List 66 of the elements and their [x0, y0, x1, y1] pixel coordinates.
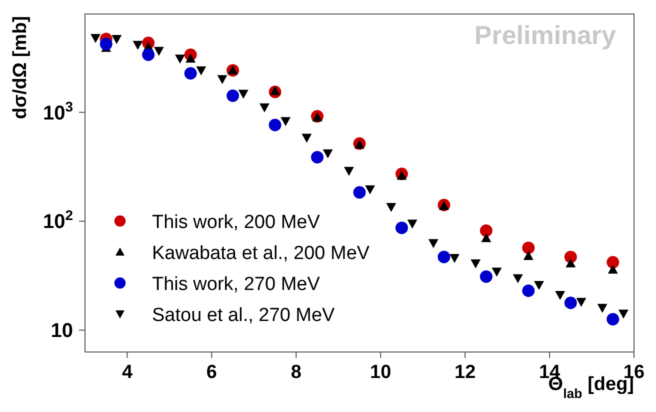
- point: [175, 54, 186, 64]
- point: [112, 35, 122, 44]
- x-tick-label: 10: [370, 362, 392, 383]
- legend-label: This work, 200 MeV: [152, 212, 320, 233]
- point: [217, 75, 228, 84]
- point: [564, 250, 577, 264]
- point: [322, 149, 333, 158]
- point: [597, 304, 608, 313]
- point: [132, 40, 143, 50]
- point: [196, 66, 206, 76]
- point: [344, 166, 354, 176]
- point: [302, 134, 312, 143]
- point: [492, 268, 502, 277]
- point: [268, 118, 282, 132]
- legend-label: This work, 270 MeV: [152, 274, 320, 295]
- point: [522, 242, 535, 254]
- point: [280, 117, 291, 126]
- point: [186, 54, 196, 63]
- x-tick-label: 4: [122, 362, 133, 383]
- point: [523, 250, 534, 260]
- point: [270, 86, 280, 96]
- point: [566, 258, 576, 268]
- point: [386, 203, 396, 212]
- point: [606, 312, 620, 326]
- y-tick-label: 10: [50, 320, 73, 342]
- point: [480, 224, 492, 237]
- point: [555, 291, 566, 300]
- point: [407, 220, 418, 229]
- x-tick-label: 6: [206, 362, 217, 383]
- point: [428, 239, 438, 248]
- y-tick-label: 10$^{3}$: [42, 98, 74, 124]
- point: [450, 254, 460, 263]
- point: [226, 90, 240, 102]
- point: [618, 310, 628, 319]
- point: [311, 150, 324, 164]
- point: [100, 38, 112, 50]
- point: [481, 233, 492, 242]
- y-axis-title: dσ/dΩ [mb]: [10, 16, 31, 120]
- point: [353, 186, 366, 199]
- point: [238, 90, 248, 99]
- point: [395, 222, 408, 234]
- point: [608, 264, 618, 274]
- point: [512, 274, 523, 284]
- legend-label: Kawabata et al., 200 MeV: [152, 243, 370, 264]
- point: [396, 170, 407, 180]
- point: [354, 140, 364, 149]
- point: [470, 259, 481, 268]
- point: [480, 270, 492, 283]
- point: [154, 46, 164, 56]
- point: [90, 34, 101, 44]
- point: [438, 201, 449, 210]
- point: [534, 280, 544, 290]
- point: [522, 284, 535, 298]
- legend-label: Satou et al., 270 MeV: [152, 305, 336, 326]
- point: [438, 250, 450, 264]
- point: [184, 67, 197, 80]
- point: [259, 103, 270, 112]
- x-tick-label: 12: [454, 362, 476, 383]
- point: [606, 256, 620, 269]
- point: [576, 298, 586, 307]
- point: [142, 48, 155, 61]
- x-tick-label: 8: [290, 362, 302, 383]
- point: [228, 65, 238, 74]
- y-tick-label: 10$^{2}$: [42, 207, 74, 234]
- point: [365, 185, 376, 194]
- point: [564, 296, 577, 310]
